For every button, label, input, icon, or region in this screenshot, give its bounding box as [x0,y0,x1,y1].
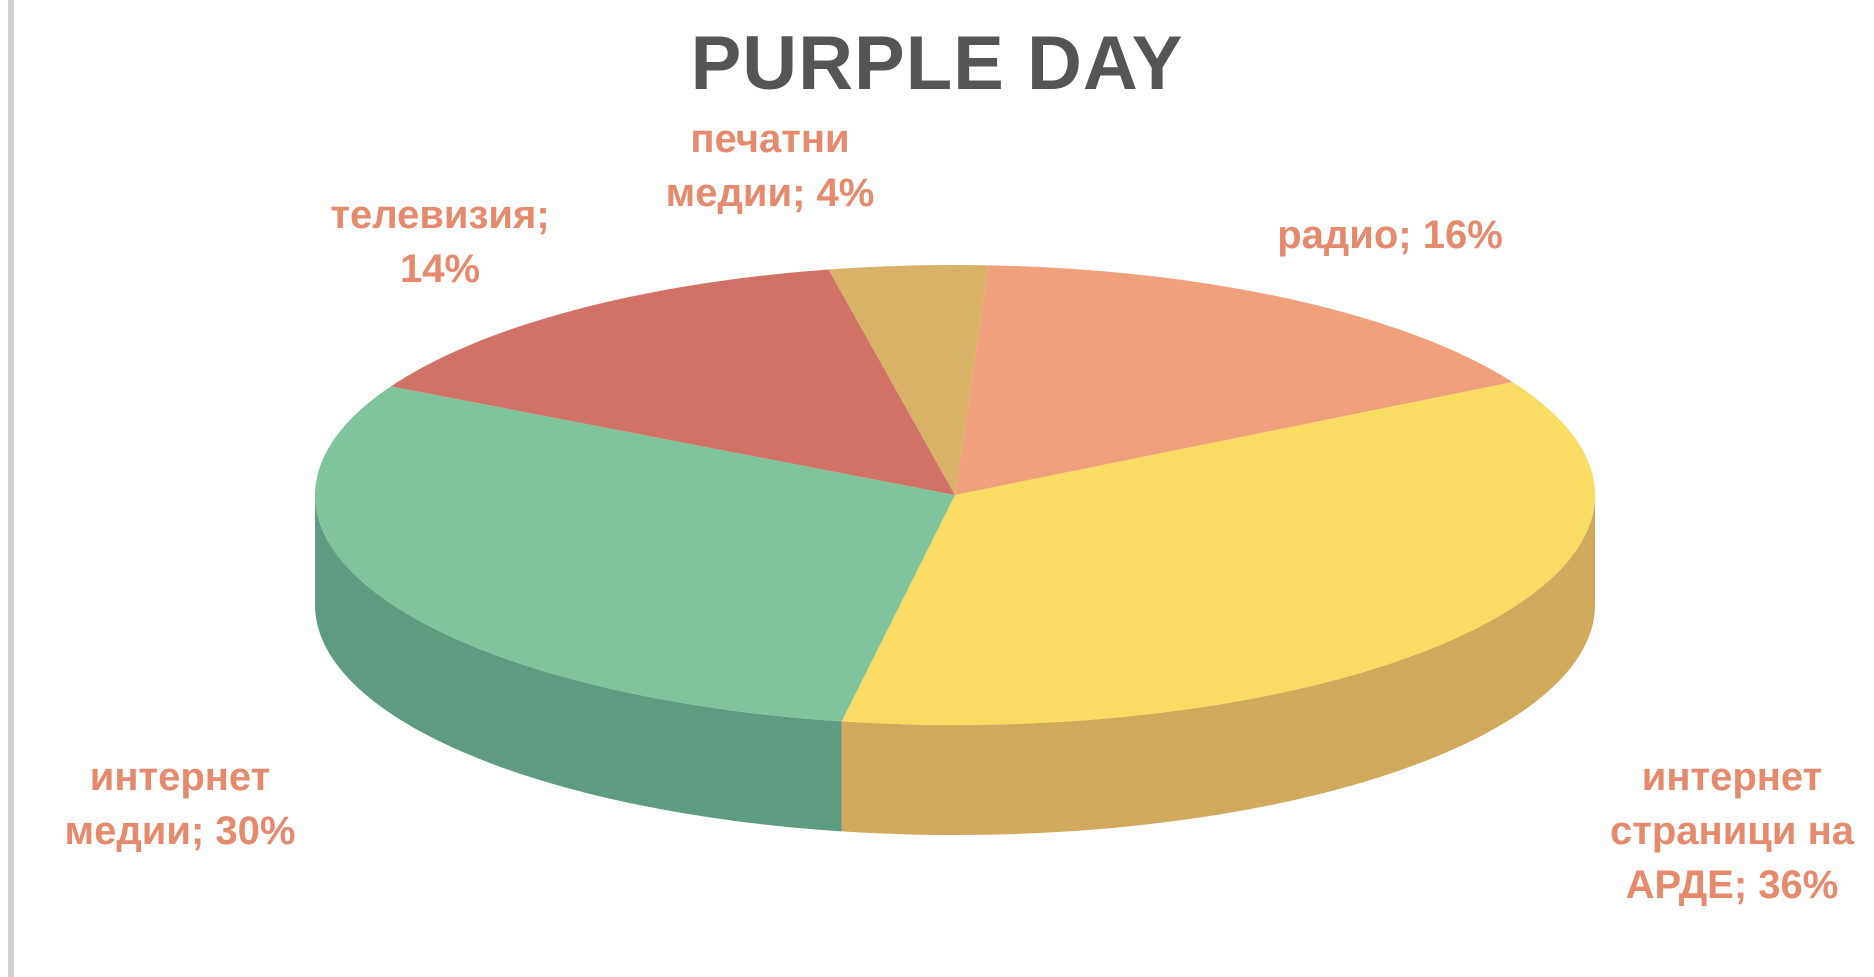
pie-side-2 [315,495,842,832]
pie-slice-2 [315,386,955,722]
chart-title: PURPLE DAY [690,21,1184,106]
data-label-line: интернет [1642,755,1823,799]
data-label-line: 14% [400,247,480,291]
data-label-line: радио; 16% [1277,213,1503,257]
data-label-line: АРДЕ; 36% [1626,863,1839,907]
left-border [8,0,14,977]
data-label-3: телевизия; 14% [330,193,549,291]
pie-side-layer [315,495,1595,835]
pie-slice-4 [828,265,989,495]
data-label-line: медии; 30% [65,809,296,853]
data-label-line: страници на [1610,809,1855,853]
pie-slice-0 [955,265,1513,495]
data-label-line: телевизия; [330,193,549,237]
data-label-layer: радио; 16%интернет страници на АРДЕ; 36%ин… [65,117,1855,907]
pie-top-layer [315,265,1595,725]
data-label-4: печатни медии; 4% [666,117,875,215]
data-label-line: медии; 4% [666,171,875,215]
data-label-1: интернет страници на АРДЕ; 36% [1610,755,1855,907]
pie-side-1 [841,495,1595,835]
data-label-2: интернет медии; 30% [65,755,296,853]
pie-slice-3 [390,269,955,495]
data-label-line: интернет [90,755,271,799]
pie-slice-1 [841,382,1595,725]
data-label-line: печатни [690,117,849,161]
data-label-0: радио; 16% [1277,213,1503,257]
